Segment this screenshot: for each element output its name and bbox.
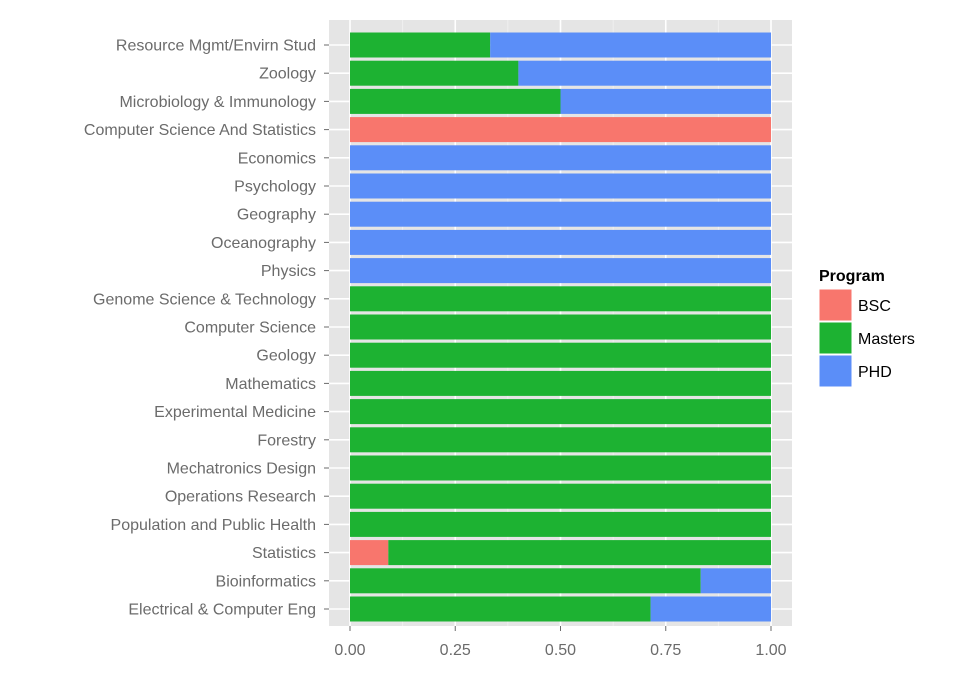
bar-segment-phd bbox=[490, 32, 771, 58]
bar-segment-phd bbox=[350, 258, 771, 284]
x-tick-label: 0.00 bbox=[334, 642, 365, 659]
y-tick-label: Operations Research bbox=[165, 489, 316, 506]
y-tick-label: Mathematics bbox=[225, 376, 316, 393]
y-tick-label: Electrical & Computer Eng bbox=[128, 602, 316, 619]
legend-items: BSC Masters PHD bbox=[818, 288, 915, 388]
bar-segment-masters bbox=[350, 455, 771, 481]
x-tick-label: 0.50 bbox=[545, 642, 576, 659]
y-axis: Resource Mgmt/Envirn Stud Zoology Microbio… bbox=[84, 38, 329, 619]
y-tick-label: Population and Public Health bbox=[111, 517, 316, 534]
bar-segment-phd bbox=[350, 229, 771, 255]
legend-label: Masters bbox=[858, 331, 915, 348]
bar-segment-phd bbox=[350, 173, 771, 199]
bar-segment-masters bbox=[350, 314, 771, 340]
bars bbox=[350, 32, 771, 622]
bar-segment-bsc bbox=[350, 117, 771, 143]
y-tick-label: Mechatronics Design bbox=[167, 461, 316, 478]
x-axis: 0.00 0.25 0.50 0.75 1.00 bbox=[334, 626, 787, 659]
y-tick-label: Bioinformatics bbox=[216, 573, 316, 590]
bar-segment-masters bbox=[350, 427, 771, 453]
legend: Program BSC Masters PHD bbox=[818, 268, 915, 388]
bar-segment-masters bbox=[350, 596, 651, 622]
legend-label: PHD bbox=[858, 364, 892, 381]
y-tick-label: Experimental Medicine bbox=[154, 404, 316, 421]
legend-key-bsc bbox=[818, 288, 853, 322]
y-tick-label: Economics bbox=[238, 150, 316, 167]
y-tick-label: Computer Science bbox=[184, 320, 316, 337]
y-tick-label: Psychology bbox=[234, 179, 316, 196]
y-tick-label: Zoology bbox=[259, 66, 316, 83]
bar-segment-phd bbox=[518, 60, 771, 86]
y-tick-label: Physics bbox=[261, 263, 316, 280]
x-tick-label: 0.75 bbox=[650, 642, 681, 659]
bar-segment-masters bbox=[350, 286, 771, 312]
bar-segment-phd bbox=[700, 568, 771, 594]
bar-segment-masters bbox=[350, 511, 771, 537]
y-tick-label: Oceanography bbox=[211, 235, 316, 252]
y-tick-label: Forestry bbox=[257, 432, 316, 449]
legend-key-masters bbox=[818, 321, 853, 355]
legend-label: BSC bbox=[858, 298, 891, 315]
bar-segment-masters bbox=[350, 399, 771, 425]
x-tick-label: 1.00 bbox=[755, 642, 786, 659]
bar-segment-masters bbox=[388, 540, 771, 566]
bar-segment-masters bbox=[350, 568, 701, 594]
bar-segment-phd bbox=[350, 201, 771, 227]
bar-segment-masters bbox=[350, 370, 771, 396]
bar-segment-masters bbox=[350, 342, 771, 368]
legend-title: Program bbox=[819, 268, 885, 285]
y-tick-label: Genome Science & Technology bbox=[93, 291, 316, 308]
bar-segment-phd bbox=[560, 88, 771, 114]
y-tick-label: Statistics bbox=[252, 545, 316, 562]
bar-segment-masters bbox=[350, 483, 771, 509]
x-tick-label: 0.25 bbox=[440, 642, 471, 659]
bar-segment-phd bbox=[350, 145, 771, 171]
bar-segment-masters bbox=[350, 60, 519, 86]
y-tick-label: Resource Mgmt/Envirn Stud bbox=[116, 38, 316, 55]
y-tick-label: Geography bbox=[237, 207, 316, 224]
legend-key-phd bbox=[818, 354, 853, 388]
bar-segment-masters bbox=[350, 88, 561, 114]
bar-segment-bsc bbox=[350, 540, 389, 566]
bar-segment-masters bbox=[350, 32, 491, 58]
y-tick-label: Geology bbox=[256, 348, 316, 365]
bar-segment-phd bbox=[650, 596, 771, 622]
y-tick-label: Computer Science And Statistics bbox=[84, 122, 316, 139]
y-tick-label: Microbiology & Immunology bbox=[119, 94, 316, 111]
